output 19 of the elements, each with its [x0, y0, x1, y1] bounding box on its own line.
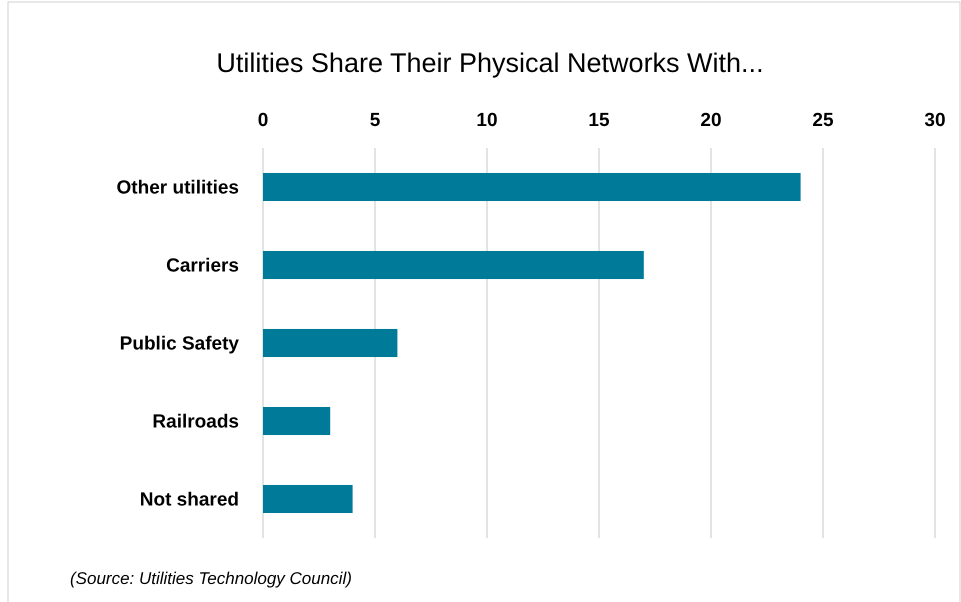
x-tick-label: 30 — [924, 110, 946, 131]
bar — [263, 250, 644, 280]
x-tick-label: 5 — [370, 110, 381, 131]
y-tick-label: Carriers — [166, 256, 239, 277]
x-tick-label: 25 — [812, 110, 834, 131]
x-tick-label: 20 — [700, 110, 722, 131]
y-tick-label: Not shared — [140, 490, 239, 511]
bar — [263, 484, 353, 514]
text: (Source: Utilities Technology Council) — [70, 569, 352, 588]
bar — [263, 328, 398, 358]
x-tick-label: 10 — [476, 110, 498, 131]
y-tick-label: Railroads — [152, 412, 239, 433]
bar — [263, 406, 330, 436]
y-tick-label: Public Safety — [120, 334, 240, 355]
x-tick-label: 15 — [588, 110, 610, 131]
x-tick-label: 0 — [258, 110, 268, 131]
y-tick-label: Other utilities — [116, 178, 239, 199]
chart-title: Utilities Share Their Physical Networks With... — [216, 48, 764, 78]
bar — [263, 172, 801, 202]
